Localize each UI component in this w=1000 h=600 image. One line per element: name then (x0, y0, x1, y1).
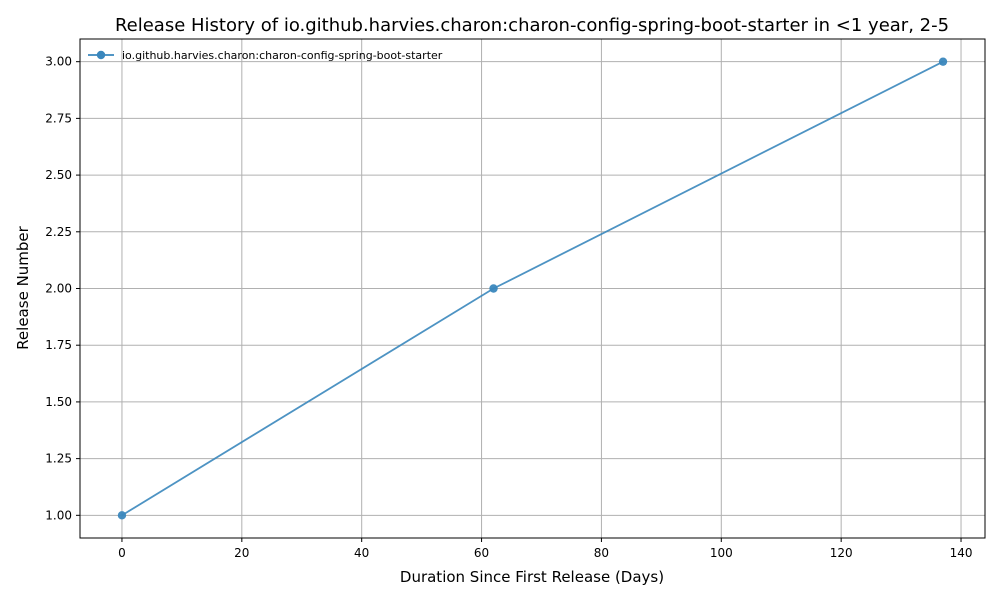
y-tick-label: 1.00 (45, 508, 72, 522)
y-tick-label: 2.25 (45, 225, 72, 239)
x-tick-label: 140 (950, 546, 973, 560)
y-tick-label: 1.50 (45, 395, 72, 409)
y-tick-label: 1.25 (45, 452, 72, 466)
y-tick-label: 3.00 (45, 55, 72, 69)
y-tick-label: 1.75 (45, 338, 72, 352)
data-point (939, 57, 947, 65)
data-point (118, 511, 126, 519)
x-axis-label: Duration Since First Release (Days) (400, 568, 664, 586)
chart-title: Release History of io.github.harvies.cha… (115, 15, 949, 36)
legend: io.github.harvies.charon:charon-config-s… (88, 49, 443, 62)
y-axis-label: Release Number (14, 225, 32, 349)
y-tick-label: 2.00 (45, 282, 72, 296)
x-tick-label: 60 (474, 546, 489, 560)
x-tick-label: 0 (118, 546, 126, 560)
x-tick-label: 80 (594, 546, 609, 560)
legend-label: io.github.harvies.charon:charon-config-s… (122, 49, 443, 62)
x-tick-label: 100 (710, 546, 733, 560)
x-tick-label: 120 (830, 546, 853, 560)
legend-marker (97, 51, 105, 59)
data-point (489, 284, 497, 292)
x-axis-ticks: 0 20 40 60 80 100 120 140 (118, 538, 972, 560)
y-tick-label: 2.50 (45, 168, 72, 182)
x-tick-label: 40 (354, 546, 369, 560)
grid (80, 39, 985, 538)
y-axis-ticks: 1.00 1.25 1.50 1.75 2.00 2.25 2.50 2.75 3.00 (45, 55, 80, 523)
y-tick-label: 2.75 (45, 111, 72, 125)
x-tick-label: 20 (234, 546, 249, 560)
